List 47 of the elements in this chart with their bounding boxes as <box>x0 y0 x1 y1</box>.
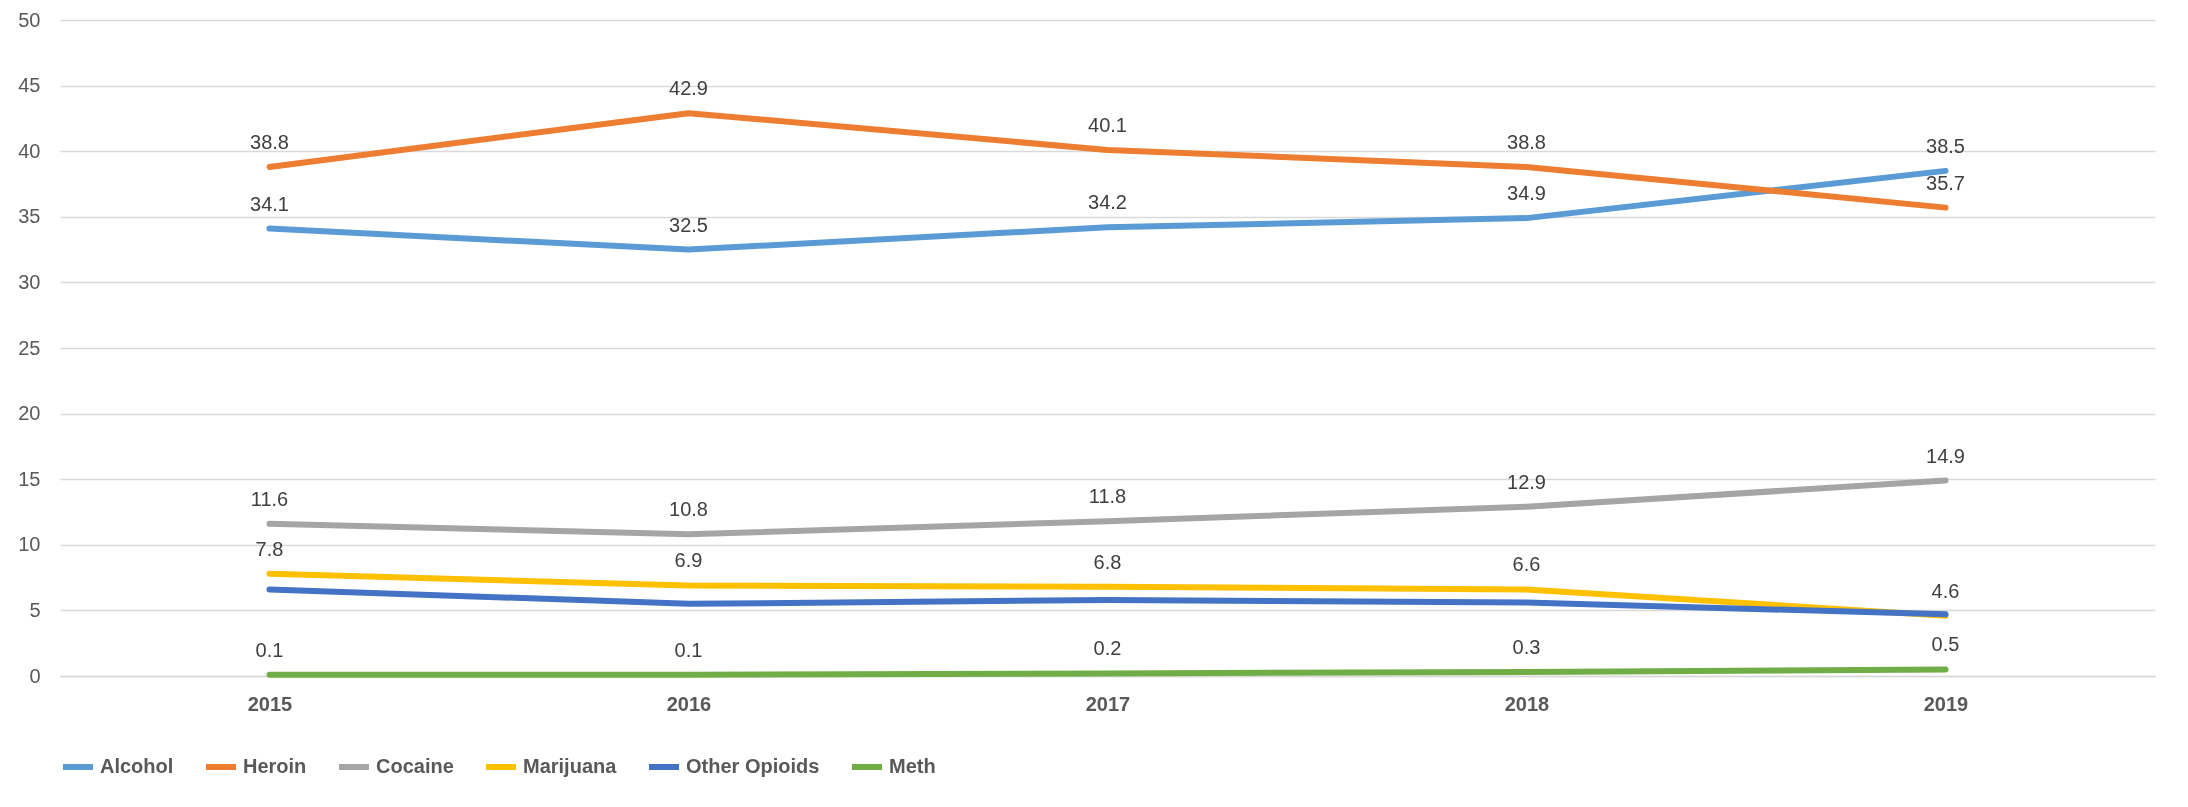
x-tick-label: 2016 <box>666 692 712 715</box>
y-tick-label: 10 <box>18 533 41 556</box>
data-label: 0.1 <box>255 638 284 661</box>
data-label: 38.8 <box>1507 130 1546 153</box>
x-tick-label: 2017 <box>1085 692 1131 715</box>
legend-label: Alcohol <box>100 755 174 777</box>
x-tick-label: 2015 <box>247 692 293 715</box>
data-label: 6.6 <box>1512 553 1541 576</box>
y-tick-label: 40 <box>18 139 41 162</box>
data-label: 11.6 <box>250 487 289 510</box>
data-label: 32.5 <box>669 213 708 236</box>
x-tick-label: 2019 <box>1923 692 1969 715</box>
data-label: 0.5 <box>1931 633 1960 656</box>
data-label: 40.1 <box>1088 113 1127 136</box>
data-label: 14.9 <box>1926 444 1965 467</box>
data-label: 6.8 <box>1093 550 1122 573</box>
data-label: 0.3 <box>1512 636 1541 659</box>
data-label: 6.9 <box>674 549 703 572</box>
y-tick-label: 0 <box>29 664 41 687</box>
legend-label: Other Opioids <box>686 755 820 777</box>
y-tick-label: 15 <box>18 467 41 490</box>
data-label: 11.8 <box>1088 485 1127 508</box>
data-label: 7.8 <box>255 537 284 560</box>
data-label: 10.8 <box>669 498 708 521</box>
data-label: 0.2 <box>1093 637 1122 660</box>
data-label: 38.5 <box>1926 134 1965 157</box>
y-tick-label: 30 <box>18 270 41 293</box>
data-label: 0.1 <box>674 638 703 661</box>
data-label: 42.9 <box>669 77 708 100</box>
x-tick-label: 2018 <box>1504 692 1550 715</box>
y-tick-label: 25 <box>18 336 41 359</box>
y-tick-label: 5 <box>29 598 41 621</box>
data-label: 34.1 <box>250 192 289 215</box>
data-label: 34.9 <box>1507 182 1546 205</box>
legend-label: Marijuana <box>523 755 618 777</box>
y-tick-label: 45 <box>18 74 41 97</box>
data-label: 4.6 <box>1931 579 1960 602</box>
legend-label: Heroin <box>243 755 307 777</box>
y-tick-label: 50 <box>18 8 41 31</box>
legend-label: Cocaine <box>376 755 454 777</box>
y-tick-label: 35 <box>18 205 41 228</box>
data-label: 34.2 <box>1088 191 1127 214</box>
legend-label: Meth <box>889 755 936 777</box>
data-label: 35.7 <box>1926 171 1965 194</box>
data-label: 12.9 <box>1507 470 1546 493</box>
data-label: 38.8 <box>250 130 289 153</box>
y-tick-label: 20 <box>18 402 41 425</box>
